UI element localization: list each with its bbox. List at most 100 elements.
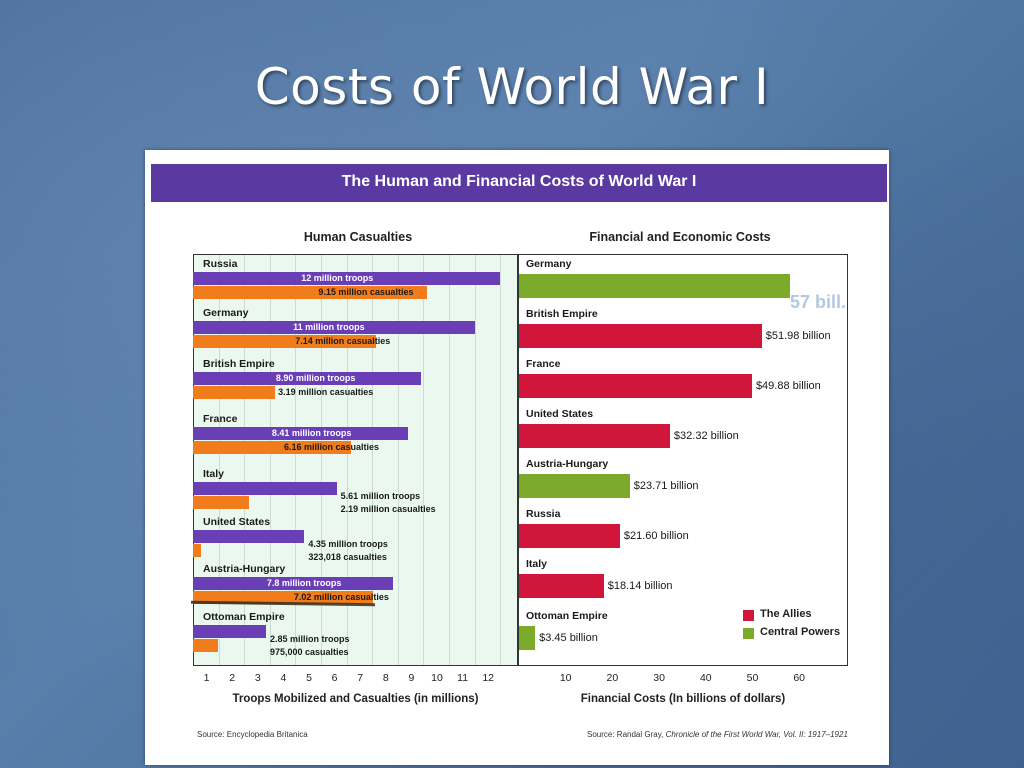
cost-bar xyxy=(519,374,752,398)
troops-data-label: 4.35 million troops xyxy=(308,539,388,549)
category-label: British Empire xyxy=(526,308,598,320)
grid-line xyxy=(500,255,502,665)
x-tick-label: 7 xyxy=(357,672,364,684)
x-tick-label: 3 xyxy=(254,672,261,684)
slide-title: Costs of World War I xyxy=(254,58,770,116)
legend-swatch-allies xyxy=(743,610,754,621)
legend-label-allies: The Allies xyxy=(760,608,812,620)
troops-data-label: 11 million troops xyxy=(293,322,365,332)
x-tick-label: 30 xyxy=(653,672,665,684)
troops-data-label: 8.90 million troops xyxy=(275,373,356,383)
troops-bar xyxy=(193,577,393,590)
cost-data-label: $32.32 billion xyxy=(673,430,739,442)
category-label: France xyxy=(203,413,238,425)
casualties-data-label: 323,018 casualties xyxy=(308,552,387,562)
grid-line xyxy=(474,255,476,665)
left-source-text: Source: Encyclopedia Britanica xyxy=(197,730,308,739)
casualties-bar xyxy=(193,335,376,348)
troops-data-label: 5.61 million troops xyxy=(340,491,421,501)
category-label: Germany xyxy=(203,307,249,319)
x-tick-label: 60 xyxy=(793,672,806,684)
chart-figure: The Human and Financial Costs of World W… xyxy=(145,150,889,765)
x-tick-label: 12 xyxy=(482,672,495,684)
grid-line xyxy=(449,255,450,665)
x-tick-label: 8 xyxy=(382,672,389,684)
x-tick-label: 2 xyxy=(229,672,236,684)
cost-bar xyxy=(519,474,630,498)
cost-data-label: $51.98 billion xyxy=(765,330,831,342)
human-casualties-title: Human Casualties xyxy=(303,230,413,244)
troops-bar xyxy=(193,625,266,638)
troops-data-label: 7.8 million troops xyxy=(266,578,342,588)
category-label: Russia xyxy=(526,508,561,520)
casualties-bar xyxy=(193,386,275,399)
casualties-bar xyxy=(193,441,351,454)
grid-line xyxy=(372,255,374,665)
grid-line xyxy=(397,255,399,665)
casualties-data-label: 6.16 million casualties xyxy=(283,442,379,452)
grid-line xyxy=(423,255,425,665)
category-label: Austria-Hungary xyxy=(526,458,609,470)
handwritten-note: 57 bill. xyxy=(790,292,847,312)
casualties-bar xyxy=(193,544,202,557)
x-tick-label: 10 xyxy=(559,672,572,684)
casualties-data-label: 3.19 million casualties xyxy=(278,387,374,397)
casualties-data-label: 975,000 casualties xyxy=(269,647,349,657)
category-label: Austria-Hungary xyxy=(203,563,286,575)
cost-bar xyxy=(519,324,762,348)
category-label: British Empire xyxy=(203,358,275,370)
financial-costs-axis-title: Financial Costs (In billions of dollars) xyxy=(580,693,786,705)
figure-banner-title: The Human and Financial Costs of World W… xyxy=(341,173,697,190)
x-tick-label: 4 xyxy=(280,672,287,684)
grid-line xyxy=(295,255,297,665)
x-tick-label: 11 xyxy=(457,672,469,684)
troops-bar xyxy=(193,482,337,495)
right-source-prefix: Source: Randal Gray, xyxy=(587,730,664,739)
x-tick-label: 40 xyxy=(699,672,712,684)
x-tick-label: 20 xyxy=(606,672,619,684)
x-tick-label: 6 xyxy=(331,672,338,684)
troops-bar xyxy=(193,427,409,440)
legend-label-central: Central Powers xyxy=(760,626,841,638)
troops-bar xyxy=(193,372,421,385)
category-label: Ottoman Empire xyxy=(203,611,285,623)
cost-data-label: $49.88 billion xyxy=(755,380,821,392)
figure-banner: The Human and Financial Costs of World W… xyxy=(151,164,887,202)
financial-costs-title: Financial and Economic Costs xyxy=(589,230,771,244)
category-label: United States xyxy=(526,408,594,420)
x-tick-label: 10 xyxy=(431,672,443,684)
grid-line xyxy=(218,255,220,665)
category-label: Italy xyxy=(203,468,225,480)
left-source: Source: Encyclopedia Britanica xyxy=(197,730,308,739)
category-label: Russia xyxy=(203,258,238,270)
troops-data-label: 12 million troops xyxy=(301,273,374,283)
cost-bar xyxy=(519,424,670,448)
casualties-data-label: 9.15 million casualties xyxy=(318,287,414,297)
x-tick-label: 5 xyxy=(306,672,312,684)
cost-bar xyxy=(519,524,620,548)
cost-data-label: $23.71 billion xyxy=(633,480,699,492)
casualties-bar xyxy=(193,639,218,652)
cost-data-label: $21.60 billion xyxy=(623,530,689,542)
casualties-data-label: 7.14 million casualties xyxy=(295,336,391,346)
category-label: Ottoman Empire xyxy=(526,610,608,622)
casualties-data-label: 2.19 million casualties xyxy=(340,504,436,514)
cost-bar xyxy=(519,274,790,298)
cost-bar xyxy=(519,626,536,650)
troops-bar xyxy=(193,272,501,285)
troops-data-label: 8.41 million troops xyxy=(271,428,352,438)
cost-data-label: $3.45 billion xyxy=(539,632,598,644)
right-source-title: Chronicle of the First World War, Vol. I… xyxy=(665,730,848,739)
category-label: United States xyxy=(203,516,271,528)
grid-line xyxy=(321,255,322,665)
legend-swatch-central xyxy=(743,628,754,639)
x-tick-label: 50 xyxy=(746,672,759,684)
cost-data-label: $18.14 billion xyxy=(607,580,673,592)
casualties-data-label: 7.02 million casualties xyxy=(293,592,389,602)
troops-bar xyxy=(193,530,305,543)
casualties-bar xyxy=(193,286,428,299)
troops-data-label: 2.85 million troops xyxy=(269,634,350,644)
casualties-bar xyxy=(193,496,250,509)
x-tick-label: 1 xyxy=(203,672,210,684)
grid-line xyxy=(269,255,271,665)
